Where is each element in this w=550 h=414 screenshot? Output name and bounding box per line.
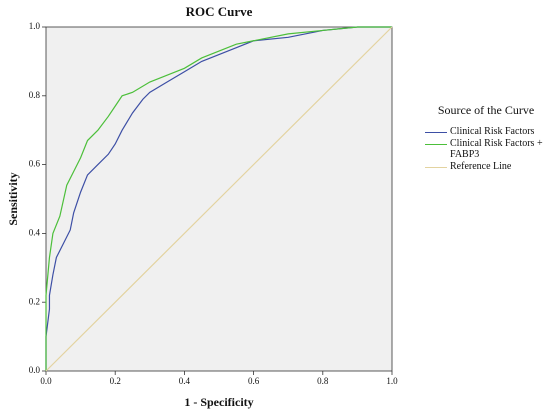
legend-entry: Reference Line bbox=[425, 161, 547, 172]
y-tick-label: 0.8 bbox=[29, 90, 41, 100]
legend-label: Clinical Risk Factors bbox=[450, 126, 535, 137]
roc-line bbox=[45, 26, 392, 371]
x-axis-label: 1 - Specificity bbox=[184, 395, 253, 409]
legend: Source of the Curve Clinical Risk Factor… bbox=[425, 103, 547, 173]
x-tick-label: 0.4 bbox=[179, 376, 191, 386]
legend-entry: Clinical Risk Factors bbox=[425, 126, 547, 137]
legend-swatch bbox=[425, 132, 447, 133]
x-tick-label: 1.0 bbox=[386, 376, 398, 386]
y-tick-label: 0.6 bbox=[29, 159, 41, 169]
legend-label: Reference Line bbox=[450, 161, 512, 172]
y-tick-label: 0.4 bbox=[29, 227, 41, 237]
x-tick-label: 0.6 bbox=[248, 376, 260, 386]
y-tick-label: 1.0 bbox=[29, 21, 41, 31]
y-axis-label: Sensitivity bbox=[6, 172, 20, 225]
legend-label: Clinical Risk Factors + FABP3 bbox=[450, 138, 543, 160]
legend-swatch bbox=[425, 167, 447, 168]
x-tick-label: 0.8 bbox=[317, 376, 329, 386]
x-tick-label: 0.2 bbox=[110, 376, 121, 386]
legend-swatch bbox=[425, 144, 447, 145]
legend-entry: Clinical Risk Factors + FABP3 bbox=[425, 138, 547, 160]
roc-line bbox=[45, 26, 392, 371]
x-tick-label: 0.0 bbox=[40, 376, 52, 386]
y-tick-label: 0.2 bbox=[29, 296, 40, 306]
legend-title: Source of the Curve bbox=[437, 103, 535, 117]
roc-line bbox=[45, 26, 393, 372]
chart-title: ROC Curve bbox=[186, 4, 253, 19]
y-tick-label: 0.0 bbox=[29, 365, 41, 375]
